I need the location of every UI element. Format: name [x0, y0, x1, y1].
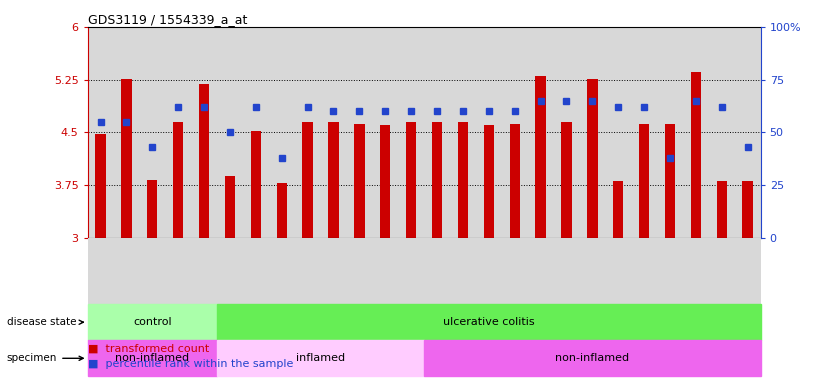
Bar	[709, 238, 735, 304]
Bar	[657, 27, 683, 238]
Text: specimen: specimen	[7, 353, 83, 363]
Bar	[217, 238, 243, 304]
Bar	[303, 122, 313, 238]
Bar	[554, 27, 580, 238]
Bar	[191, 238, 217, 304]
Bar	[502, 27, 528, 238]
Bar	[269, 238, 294, 304]
Bar	[88, 238, 113, 304]
Bar	[450, 238, 476, 304]
Bar	[113, 27, 139, 238]
Text: control: control	[133, 317, 172, 327]
Text: non-inflamed: non-inflamed	[555, 353, 630, 363]
Bar	[691, 72, 701, 238]
Bar	[320, 27, 346, 238]
Bar	[329, 122, 339, 238]
Bar	[631, 27, 657, 238]
Bar	[217, 27, 243, 238]
Text: GDS3119 / 1554339_a_at: GDS3119 / 1554339_a_at	[88, 13, 247, 26]
Bar	[580, 27, 605, 238]
Bar	[484, 125, 494, 238]
Bar	[709, 27, 735, 238]
Bar	[139, 238, 165, 304]
Bar	[502, 238, 528, 304]
Bar	[450, 27, 476, 238]
Bar	[217, 304, 761, 340]
Bar	[88, 27, 113, 238]
Text: ■  transformed count: ■ transformed count	[88, 343, 208, 353]
Bar	[458, 122, 468, 238]
Bar	[139, 27, 165, 238]
Bar	[346, 238, 372, 304]
Text: non-inflamed: non-inflamed	[115, 353, 189, 363]
Bar	[372, 27, 398, 238]
Bar	[424, 340, 761, 376]
Bar	[605, 27, 631, 238]
Text: ulcerative colitis: ulcerative colitis	[443, 317, 535, 327]
Bar	[735, 27, 761, 238]
Bar	[320, 238, 346, 304]
Bar	[346, 27, 372, 238]
Bar	[165, 238, 191, 304]
Bar	[631, 238, 657, 304]
Bar	[476, 27, 502, 238]
Bar	[88, 340, 217, 376]
Bar	[88, 304, 217, 340]
Bar	[147, 180, 158, 238]
Bar	[639, 124, 650, 238]
Bar	[406, 122, 416, 238]
Bar	[535, 76, 545, 238]
Bar	[665, 124, 676, 238]
Text: ■  percentile rank within the sample: ■ percentile rank within the sample	[88, 359, 293, 369]
Bar	[217, 340, 424, 376]
Bar	[225, 176, 235, 238]
Bar	[269, 27, 294, 238]
Bar	[277, 183, 287, 238]
Bar	[580, 238, 605, 304]
Bar	[657, 238, 683, 304]
Bar	[165, 27, 191, 238]
Bar	[613, 182, 623, 238]
Bar	[735, 238, 761, 304]
Bar	[716, 182, 727, 238]
Bar	[476, 238, 502, 304]
Bar	[243, 27, 269, 238]
Bar	[528, 238, 554, 304]
Bar	[605, 238, 631, 304]
Bar	[587, 79, 597, 238]
Bar	[243, 238, 269, 304]
Bar	[121, 79, 132, 238]
Bar	[510, 124, 520, 238]
Bar	[95, 134, 106, 238]
Bar	[294, 238, 320, 304]
Bar	[398, 27, 424, 238]
Bar	[528, 27, 554, 238]
Text: inflamed: inflamed	[296, 353, 345, 363]
Bar	[683, 238, 709, 304]
Bar	[425, 27, 450, 238]
Bar	[113, 238, 139, 304]
Bar	[198, 84, 209, 238]
Bar	[251, 131, 261, 238]
Bar	[173, 122, 183, 238]
Bar	[554, 238, 580, 304]
Bar	[294, 27, 320, 238]
Bar	[425, 238, 450, 304]
Bar	[742, 182, 753, 238]
Bar	[561, 122, 571, 238]
Text: disease state: disease state	[7, 317, 83, 327]
Bar	[398, 238, 424, 304]
Bar	[372, 238, 398, 304]
Bar	[432, 122, 442, 238]
Bar	[380, 125, 390, 238]
Bar	[683, 27, 709, 238]
Bar	[191, 27, 217, 238]
Bar	[354, 124, 364, 238]
